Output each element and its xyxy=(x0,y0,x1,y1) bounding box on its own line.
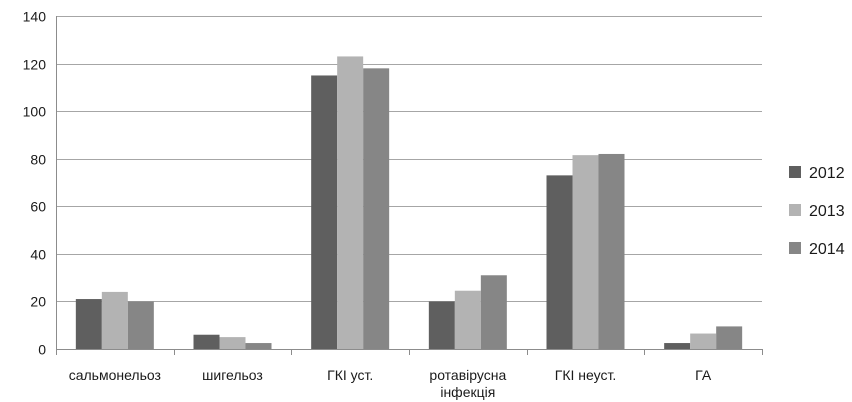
axes xyxy=(56,16,763,355)
bar-2014-5 xyxy=(716,326,743,349)
bar-2013-5 xyxy=(690,333,717,349)
y-tick-label: 20 xyxy=(30,294,46,310)
bar-2014-4 xyxy=(598,153,625,349)
category-label: шигельоз xyxy=(202,367,263,383)
bar-2014-2 xyxy=(363,68,390,349)
bar-2014-0 xyxy=(127,301,154,349)
legend-label-2013: 2013 xyxy=(809,203,845,220)
bar-2013-2 xyxy=(337,56,364,349)
bar-2013-1 xyxy=(219,337,246,349)
bar-2012-0 xyxy=(75,299,102,349)
legend-swatch-2013 xyxy=(789,204,801,216)
legend-swatch-2012 xyxy=(789,166,801,178)
y-tick-label: 40 xyxy=(30,247,46,263)
category-label: ротавірусна xyxy=(429,367,506,383)
y-tick-label: 120 xyxy=(23,57,47,73)
bar-2014-3 xyxy=(480,275,507,349)
legend-label-2014: 2014 xyxy=(809,241,845,258)
y-axis-tick-labels: 0 20 40 60 80 100 120 140 xyxy=(23,9,47,358)
bar-2012-5 xyxy=(664,343,691,349)
bar-2013-3 xyxy=(454,290,481,349)
legend-swatch-2014 xyxy=(789,242,801,254)
y-tick-label: 80 xyxy=(30,152,46,168)
gridlines xyxy=(56,16,762,350)
bar-2012-3 xyxy=(428,301,455,349)
legend: 2012 2013 2014 xyxy=(789,165,845,258)
legend-label-2012: 2012 xyxy=(809,165,845,182)
bar-2013-4 xyxy=(572,155,599,349)
y-tick-label: 0 xyxy=(38,342,46,358)
category-labels: сальмонельоз шигельоз ГКІ уст. ротавіруснаі… xyxy=(69,367,712,400)
y-tick-label: 100 xyxy=(23,104,47,120)
y-tick-label: 60 xyxy=(30,199,46,215)
category-label: інфекція xyxy=(440,384,495,400)
bar-2012-2 xyxy=(311,75,338,349)
bar-2014-1 xyxy=(245,343,272,349)
bars xyxy=(75,56,743,349)
category-label: сальмонельоз xyxy=(69,367,161,383)
category-label: ГКІ неуст. xyxy=(555,367,616,383)
bar-2012-1 xyxy=(193,334,220,349)
bar-2012-4 xyxy=(546,175,573,349)
category-label: ГА xyxy=(695,367,712,383)
category-label: ГКІ уст. xyxy=(327,367,373,383)
y-tick-label: 140 xyxy=(23,9,47,25)
bar-2013-0 xyxy=(101,291,128,349)
